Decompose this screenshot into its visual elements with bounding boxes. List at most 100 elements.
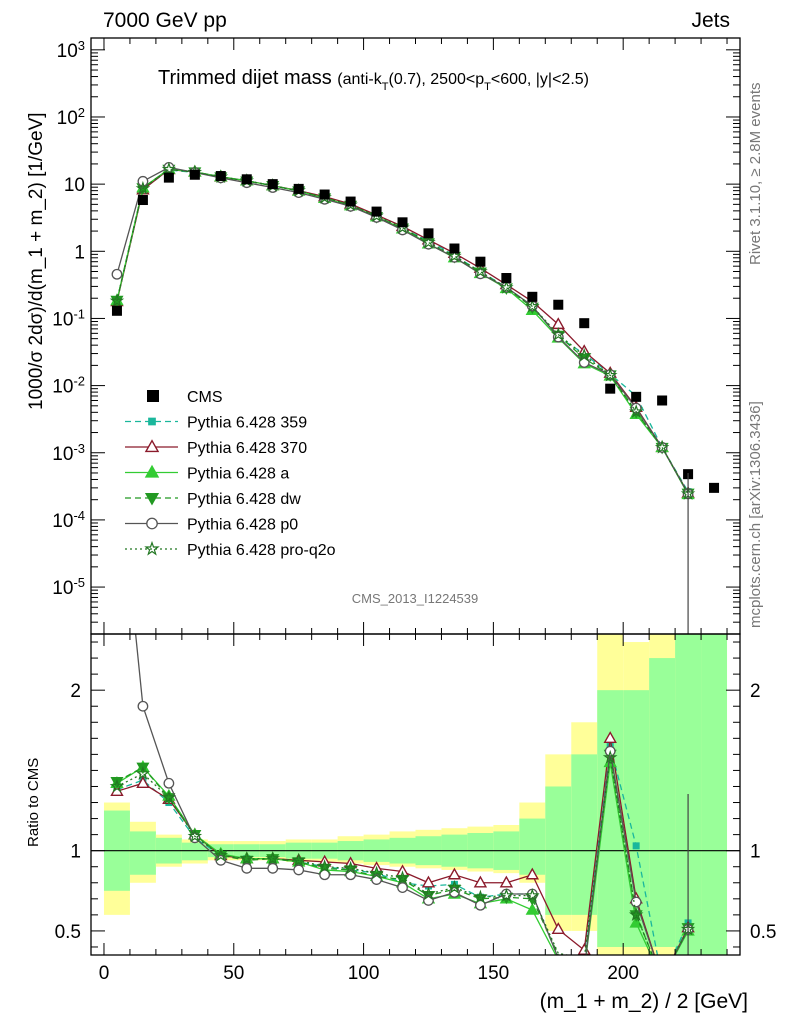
y-tick-label: 10-3 — [52, 440, 85, 465]
y-axis-label: 1000/σ 2dσ)/d(m_1 + m_2) [1/GeV] — [26, 112, 47, 410]
ratio-point — [213, 847, 229, 862]
ratio-point — [137, 700, 149, 712]
series-point — [135, 180, 151, 195]
cms-data-point — [475, 256, 486, 267]
series-point — [111, 268, 123, 280]
ratio-series-line — [116, 757, 689, 955]
y-tick-base: 10 — [52, 309, 73, 330]
series-point — [551, 326, 566, 341]
cms-data-point — [319, 189, 330, 200]
header-right-label: Jets — [691, 9, 730, 32]
ratio-series-Pythia 6.428 pro-q2o — [109, 749, 696, 955]
y-tick-label: 10-1 — [52, 306, 85, 331]
legend-marker — [147, 390, 159, 402]
ratio-band-green — [701, 634, 728, 955]
cms-data-point — [423, 228, 434, 239]
ratio-point — [421, 886, 436, 901]
series-point — [499, 279, 514, 294]
series-point — [161, 161, 177, 176]
legend-marker — [144, 493, 160, 506]
legend: CMS Pythia 6.428 359 Pythia 6.428 370 Pythi… — [125, 389, 336, 559]
ratio-point — [525, 867, 540, 880]
series-point — [473, 263, 488, 278]
main-plot-data — [109, 161, 720, 634]
ratio-point — [602, 749, 618, 764]
ratio-point — [187, 828, 203, 843]
y-tick-base: 10 — [52, 444, 73, 465]
chart-title: Trimmed dijet mass (anti-kT(0.7), 2500<p… — [158, 67, 589, 93]
series-point — [525, 298, 540, 313]
legend-marker — [144, 464, 160, 478]
ratio-point — [551, 922, 565, 935]
ratio-point — [265, 851, 280, 865]
legend-marker — [144, 439, 160, 453]
legend-label: Pythia 6.428 359 — [187, 415, 307, 432]
ratio-tick-label-left: 2 — [70, 681, 81, 702]
legend-item: CMS — [147, 389, 223, 406]
ratio-point — [135, 766, 151, 780]
legend-label: Pythia 6.428 dw — [187, 491, 301, 508]
x-axis-label: (m_1 + m_2) / 2 [GeV] — [540, 990, 748, 1013]
ratio-point — [395, 870, 410, 885]
x-tick-label: 200 — [607, 963, 639, 984]
y-tick-exponent: -1 — [73, 306, 85, 321]
ratio-point — [163, 777, 175, 789]
cms-data-point — [449, 243, 460, 254]
ratio-point — [161, 790, 177, 804]
cms-data-point — [215, 171, 226, 182]
series-point — [602, 367, 618, 382]
cms-data-point — [397, 217, 408, 228]
cms-data-point — [163, 172, 174, 183]
ratio-point — [447, 867, 462, 880]
cms-data-point — [657, 395, 668, 406]
legend-marker — [146, 517, 158, 530]
legend-item: Pythia 6.428 370 — [125, 439, 307, 457]
y-tick-label: 102 — [57, 104, 85, 129]
x-tick-label: 0 — [99, 963, 110, 984]
y-tick-label: 10-5 — [52, 575, 85, 600]
ratio-point — [499, 875, 514, 888]
ratio-tick-label-right: 0.5 — [750, 922, 776, 943]
ratio-point — [369, 865, 384, 880]
ratio-plot-data — [109, 634, 696, 955]
ratio-point — [473, 889, 488, 904]
ratio-point — [447, 879, 462, 894]
y-tick-label: 10-2 — [52, 373, 85, 398]
ratio-band-green — [181, 842, 208, 861]
side-label-top: Rivet 3.1.10, ≥ 2.8M events — [747, 83, 764, 266]
legend-item: Pythia 6.428 p0 — [125, 517, 298, 534]
cms-data-point — [241, 174, 252, 185]
ratio-uncertainty-bands — [91, 634, 740, 955]
ratio-point — [319, 869, 331, 881]
cms-data-point — [137, 195, 148, 206]
legend-label: CMS — [187, 389, 223, 406]
series-point — [421, 234, 436, 249]
x-tick-label: 150 — [478, 963, 510, 984]
legend-label: Pythia 6.428 370 — [187, 440, 307, 457]
legend-item: Pythia 6.428 a — [125, 464, 289, 483]
cms-data-point — [501, 273, 512, 284]
y-tick-label: 10-4 — [52, 507, 85, 532]
ratio-band-green — [649, 658, 676, 947]
ratio-point — [397, 882, 408, 893]
ratio-point — [293, 864, 305, 876]
legend-item: Pythia 6.428 dw — [125, 491, 301, 508]
y-tick-base: 10 — [52, 377, 73, 398]
ratio-point — [632, 842, 640, 850]
cms-data-point — [371, 206, 382, 217]
ratio-point — [343, 860, 358, 875]
analysis-watermark: CMS_2013_I1224539 — [352, 591, 479, 606]
ratio-point — [267, 862, 279, 874]
cms-data-point — [267, 179, 278, 190]
y-tick-base: 10 — [57, 108, 78, 129]
ratio-point — [136, 776, 150, 788]
cms-data-point — [553, 299, 564, 310]
side-label-bottom: mcplots.cern.ch [arXiv:1306.3436] — [747, 401, 764, 628]
ratio-band-green — [519, 818, 546, 875]
ratio-point — [525, 902, 540, 915]
ratio-point — [241, 862, 253, 874]
y-tick-base: 10 — [52, 578, 73, 599]
legend-label: Pythia 6.428 p0 — [187, 517, 298, 534]
legend-label: Pythia 6.428 pro-q2o — [187, 542, 336, 559]
cms-data-point — [527, 291, 538, 302]
